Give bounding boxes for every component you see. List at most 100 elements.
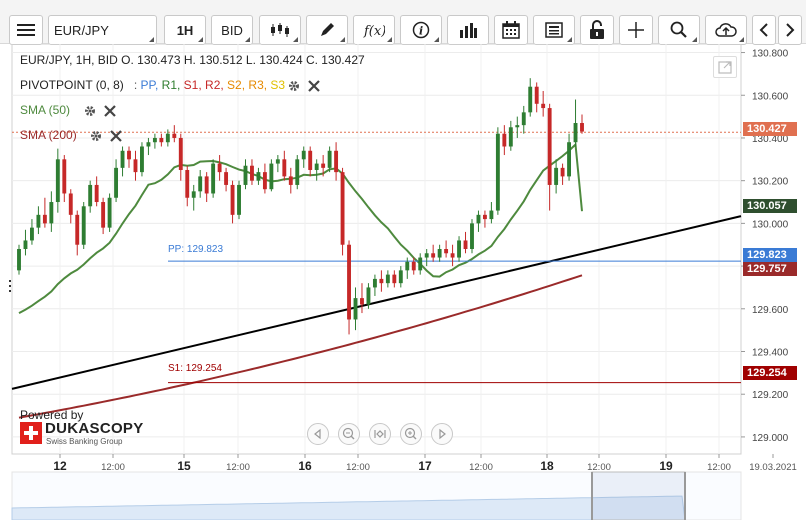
chart-area[interactable]: 130.800 130.600 130.400 130.200 130.000 129.8… <box>0 44 806 520</box>
dropdown-corner-icon <box>149 37 154 42</box>
candle-body <box>457 240 461 258</box>
upload-button[interactable] <box>705 15 747 45</box>
timeframe-selector[interactable]: 1H <box>164 15 206 45</box>
pen-icon <box>321 23 334 36</box>
x-tick-label: 12:00 <box>346 462 370 473</box>
price-chart[interactable]: 130.800 130.600 130.400 130.200 130.000 129.8… <box>0 44 806 520</box>
triangle-left-icon <box>314 428 321 440</box>
candle-body <box>172 133 177 138</box>
sma200-settings-icon[interactable] <box>90 130 102 142</box>
nav-zoom-in-button[interactable] <box>400 423 422 445</box>
candle-body <box>178 137 183 170</box>
pivot-item-4: S2, <box>223 78 246 92</box>
ohlc-legend: EUR/JPY, 1H, BID O. 130.473 H. 130.512 L… <box>20 53 365 67</box>
x-tick-label: 16 <box>298 459 312 473</box>
chevron-left-icon <box>759 23 768 37</box>
candle-body <box>94 184 99 203</box>
nav-next-button[interactable] <box>431 423 453 445</box>
news-button[interactable] <box>533 15 575 45</box>
sma50-legend: SMA (50) <box>20 103 71 117</box>
candle-body <box>334 150 339 173</box>
instrument-selector[interactable]: EUR/JPY <box>48 15 157 45</box>
x-tick-label: 12:00 <box>707 462 731 473</box>
dropdown-corner-icon <box>387 37 392 42</box>
lock-button[interactable] <box>580 15 614 45</box>
brand-name: DUKASCOPY <box>45 420 144 437</box>
y-tick-label: 129.400 <box>752 348 789 359</box>
brand-tagline: Swiss Banking Group <box>46 437 123 446</box>
candle-body <box>204 176 209 194</box>
pivot-close-icon[interactable] <box>308 80 320 92</box>
cloud-upload-icon <box>715 23 737 37</box>
y-tick-label: 130.800 <box>752 49 789 60</box>
candle-body <box>36 214 41 228</box>
chart-type-button[interactable] <box>259 15 301 45</box>
candle-body <box>275 159 280 164</box>
popout-button[interactable] <box>713 56 737 78</box>
nav-reset-button[interactable] <box>369 423 391 445</box>
nav-zoom-out-button[interactable] <box>338 423 360 445</box>
candle-body <box>237 184 241 215</box>
x-tick-label: 12:00 <box>101 462 125 473</box>
calendar-button[interactable] <box>494 15 528 45</box>
price-side-selector[interactable]: BID <box>211 15 253 45</box>
overview-window <box>591 471 686 520</box>
sma200-price-tag: 129.757 <box>743 262 797 276</box>
candle-body <box>114 167 119 198</box>
candle-body <box>567 142 571 177</box>
x-tick-label: 19.03.2021 <box>749 462 797 473</box>
candle-body <box>224 172 229 185</box>
candle-body <box>560 167 565 177</box>
x-tick-label: 19 <box>659 459 673 473</box>
sma50-price-tag: 130.057 <box>743 199 797 213</box>
s1-price-tag: 129.254 <box>743 366 797 380</box>
candle-body <box>301 150 306 160</box>
candle-body <box>256 172 261 181</box>
candle-body <box>107 197 112 228</box>
toolbar: EUR/JPY 1H BID f(x) i <box>0 0 806 45</box>
candle-body <box>327 150 332 168</box>
candle-body <box>269 163 274 190</box>
nav-prev-button[interactable] <box>307 423 329 445</box>
crosshair-icon <box>628 22 644 38</box>
scroll-right-button[interactable] <box>778 15 802 45</box>
volume-button[interactable] <box>447 15 489 45</box>
candle-body <box>140 146 144 173</box>
s1-level-label: S1: 129.254 <box>168 363 222 374</box>
lock-icon <box>590 20 604 39</box>
candle-body <box>62 159 67 194</box>
dropdown-corner-icon <box>340 37 345 42</box>
candle-body <box>366 287 371 305</box>
candle-body <box>120 150 125 168</box>
sma200-close-icon[interactable] <box>110 130 122 142</box>
x-tick-label: 12:00 <box>469 462 493 473</box>
pivot-settings-icon[interactable] <box>288 80 300 92</box>
candle-body <box>482 214 487 220</box>
pivot-title: PIVOTPOINT (0, 8) <box>20 78 124 92</box>
candle-body <box>372 278 377 288</box>
info-button[interactable]: i <box>400 15 442 45</box>
candle-body <box>308 150 313 170</box>
zoom-button[interactable] <box>658 15 700 45</box>
y-tick-label: 130.000 <box>752 219 789 230</box>
indicators-button[interactable]: f(x) <box>353 15 395 45</box>
candle-body <box>88 184 93 207</box>
pivot-item-0: PP, <box>140 78 159 92</box>
triangle-right-icon <box>439 428 446 440</box>
candle-body <box>515 125 520 128</box>
candle-body <box>42 214 47 224</box>
candle-body <box>547 108 552 185</box>
candle-body <box>347 244 351 320</box>
crosshair-button[interactable] <box>619 15 653 45</box>
pivot-legend: PIVOTPOINT (0, 8) : PP, R1, S1, R2, S2, … <box>20 78 286 92</box>
overview-navigator[interactable] <box>11 471 742 520</box>
candle-body <box>463 240 468 249</box>
drawing-tools-button[interactable] <box>306 15 348 45</box>
sma50-close-icon[interactable] <box>104 105 116 117</box>
info-icon: i <box>412 21 430 39</box>
menu-button[interactable] <box>9 15 43 45</box>
sma50-settings-icon[interactable] <box>84 105 96 117</box>
candle-body <box>55 159 60 203</box>
scroll-left-button[interactable] <box>752 15 776 45</box>
y-tick-label: 130.600 <box>752 91 789 102</box>
